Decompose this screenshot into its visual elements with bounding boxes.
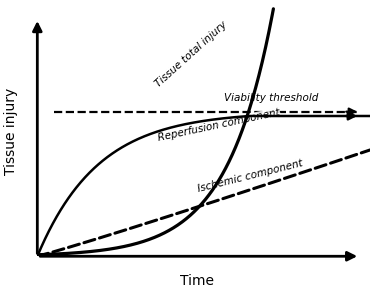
Text: Time: Time (180, 274, 214, 288)
Text: Viability threshold: Viability threshold (224, 93, 318, 103)
Text: Tissue injury: Tissue injury (4, 88, 18, 175)
Text: Ischemic component: Ischemic component (197, 158, 304, 194)
Text: Reperfusion component: Reperfusion component (157, 107, 281, 143)
Text: Tissue total injury: Tissue total injury (154, 20, 229, 89)
